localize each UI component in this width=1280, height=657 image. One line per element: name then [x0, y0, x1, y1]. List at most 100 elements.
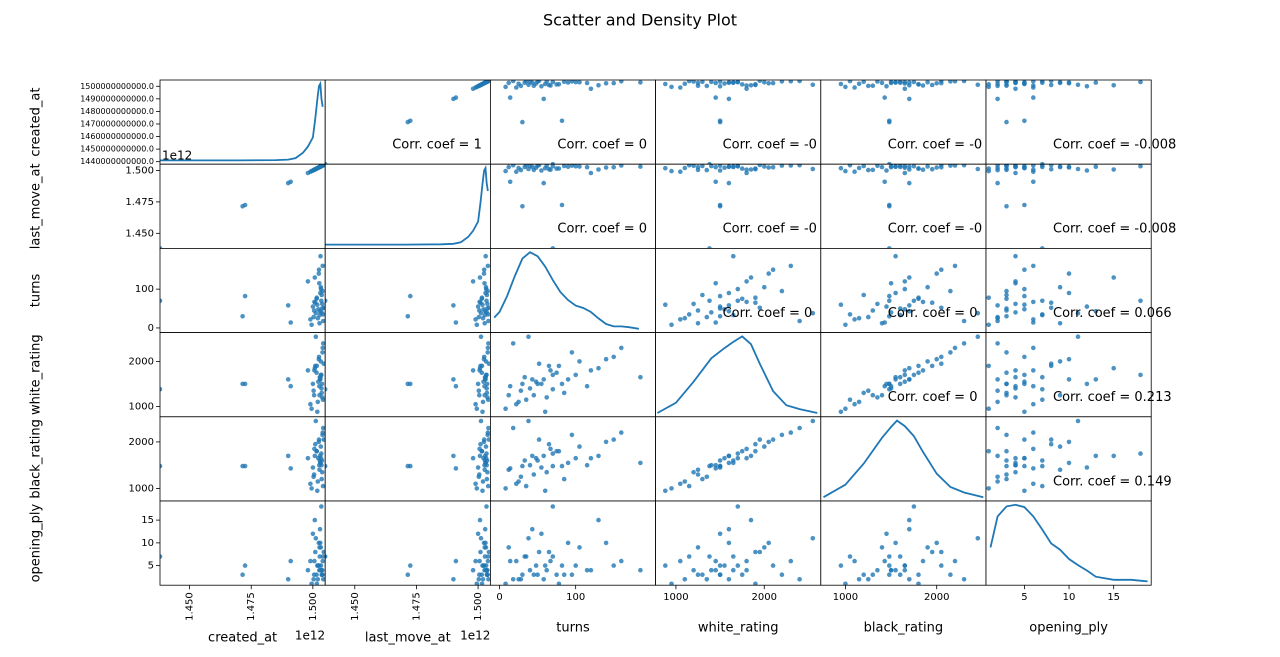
scatter-point	[510, 164, 516, 168]
scatter-point	[318, 253, 323, 259]
panel-background	[160, 80, 326, 165]
scatter-point	[995, 425, 1000, 431]
scatter-point	[939, 354, 944, 360]
scatter-point	[726, 460, 732, 466]
scatter-point	[319, 572, 325, 577]
scatter-point	[875, 301, 880, 307]
scatter-point	[870, 83, 876, 88]
scatter-point	[797, 164, 802, 168]
scatter-point	[308, 401, 313, 407]
scatter-point	[480, 479, 486, 484]
scatter-point	[995, 314, 1000, 320]
scatter-point	[507, 179, 513, 185]
scatter-point	[961, 80, 967, 84]
scatter-point	[242, 463, 248, 469]
scatter-point	[678, 317, 683, 322]
scatter-point	[797, 425, 802, 431]
scatter-point	[481, 267, 487, 273]
scatter-point	[596, 365, 601, 371]
y-axis-label: white_rating	[29, 334, 44, 415]
scatter-point	[934, 165, 939, 170]
scatter-point	[573, 563, 578, 568]
scatter-point	[619, 558, 624, 564]
panel-background	[490, 164, 656, 249]
scatter-point	[682, 315, 688, 321]
scatter-point	[847, 164, 853, 168]
scatter-point	[1111, 167, 1116, 172]
panel-background	[160, 416, 326, 501]
scatter-point	[907, 526, 912, 532]
scatter-point	[1022, 379, 1027, 385]
scatter-point	[503, 581, 508, 586]
scatter-point	[603, 356, 609, 362]
scatter-point	[316, 439, 322, 445]
scatter-point	[916, 363, 921, 369]
scatter-point	[573, 164, 578, 169]
scatter-point	[315, 488, 320, 494]
scatter-point	[313, 549, 318, 555]
y-offset-label: 1e12	[162, 149, 192, 163]
scatter-point	[838, 81, 844, 87]
scatter-point	[503, 406, 508, 412]
scatter-point	[1031, 299, 1036, 305]
scatter-point	[1022, 80, 1027, 85]
scatter-point	[1013, 86, 1018, 92]
scatter-point	[544, 395, 549, 400]
scatter-point	[565, 460, 571, 466]
scatter-point	[1031, 401, 1036, 407]
scatter-point	[316, 267, 322, 273]
x-axis-label: opening_ply	[1029, 621, 1108, 636]
scatter-point	[1031, 317, 1036, 322]
scatter-point	[1066, 290, 1072, 296]
density-line	[160, 80, 324, 162]
scatter-point	[1040, 298, 1045, 304]
scatter-point	[479, 363, 485, 369]
scatter-point	[311, 314, 316, 320]
scatter-point	[596, 83, 601, 88]
scatter-point	[975, 82, 981, 88]
scatter-point	[1057, 284, 1063, 290]
scatter-point	[739, 572, 745, 577]
scatter-point	[770, 267, 776, 273]
scatter-point	[1040, 80, 1045, 84]
scatter-point	[735, 286, 741, 292]
scatter-point	[856, 81, 862, 87]
scatter-point	[975, 536, 981, 541]
scatter-point	[1066, 439, 1072, 445]
scatter-point	[810, 418, 816, 424]
scatter-point	[902, 80, 908, 85]
scatter-point	[486, 318, 491, 324]
scatter-point	[473, 317, 478, 322]
scatter-point	[929, 363, 935, 369]
scatter-point	[704, 314, 710, 320]
scatter-point	[1004, 448, 1009, 454]
scatter-point	[1093, 453, 1099, 459]
y-tick-label: 1480000000000.0	[80, 107, 154, 116]
scatter-point	[536, 549, 542, 555]
scatter-point	[476, 388, 482, 394]
scatter-point	[707, 554, 712, 559]
scatter-point	[810, 536, 816, 541]
scatter-point	[939, 80, 944, 84]
scatter-point	[314, 295, 320, 301]
scatter-point	[1048, 300, 1054, 306]
scatter-point	[526, 82, 531, 88]
density-line	[656, 335, 818, 414]
scatter-point	[753, 581, 758, 586]
scatter-point	[514, 401, 519, 407]
scatter-point	[1013, 253, 1018, 259]
scatter-point	[995, 377, 1000, 382]
scatter-point	[882, 179, 887, 185]
scatter-point	[1013, 310, 1018, 315]
scatter-point	[707, 246, 712, 249]
scatter-point	[240, 572, 245, 577]
scatter-point	[753, 82, 758, 87]
scatter-point	[902, 567, 908, 573]
scatter-point	[920, 299, 926, 305]
scatter-point	[546, 549, 552, 555]
panel-background	[986, 248, 1152, 333]
scatter-point	[1111, 275, 1116, 280]
scatter-point	[1040, 483, 1045, 489]
scatter-point	[748, 275, 754, 280]
scatter-point	[619, 430, 624, 435]
